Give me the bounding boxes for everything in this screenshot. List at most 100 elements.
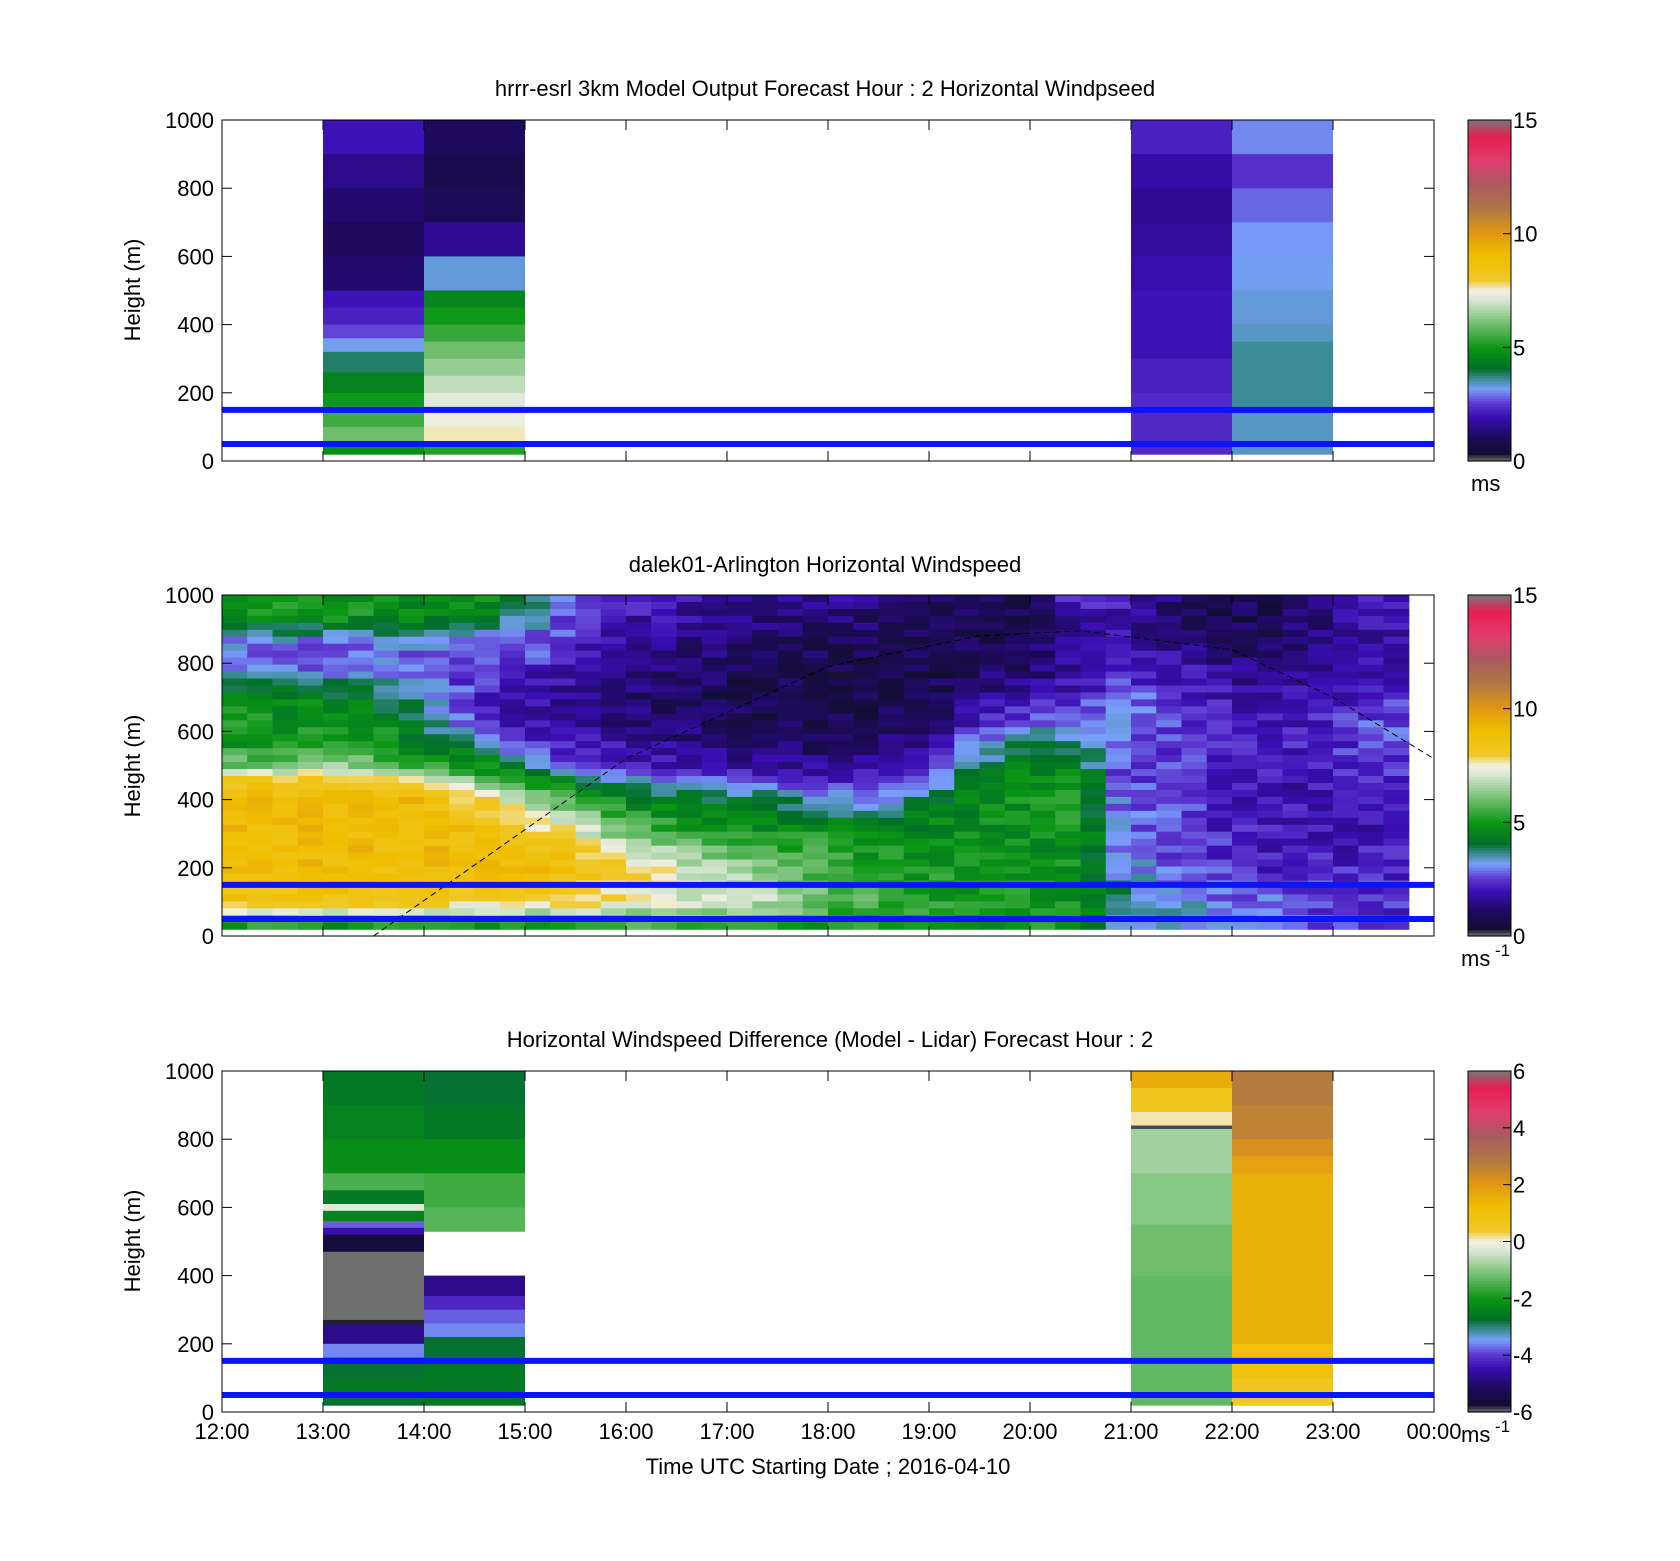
heatmap-cell (1105, 755, 1132, 763)
heatmap-cell (727, 664, 753, 673)
colorbar-swatch (1468, 759, 1511, 764)
heatmap-cell (222, 706, 248, 714)
heatmap-cell (1333, 650, 1359, 659)
heatmap-cell (222, 769, 248, 777)
heatmap-cell (878, 664, 905, 673)
colorbar-swatch (1468, 711, 1511, 715)
heatmap-cell (550, 713, 577, 721)
heatmap-cell (1383, 755, 1410, 763)
heatmap-cell (853, 671, 880, 680)
heatmap-cell (1004, 678, 1031, 687)
heatmap-cell (1080, 782, 1107, 791)
heatmap-cell (1232, 824, 1258, 833)
heatmap-cell (1131, 838, 1157, 847)
heatmap-cell (651, 615, 678, 624)
heatmap-cell (802, 685, 829, 694)
heatmap-cell (398, 748, 425, 756)
heatmap-cell (1383, 817, 1410, 826)
colorbar-swatch (1468, 341, 1511, 346)
heatmap-cell (272, 845, 299, 854)
heatmap-cell (777, 622, 804, 631)
heatmap-cell (828, 650, 854, 659)
heatmap-cell (575, 720, 602, 728)
heatmap-cell (525, 671, 551, 680)
heatmap-cell (828, 887, 854, 895)
heatmap-cell (499, 789, 526, 798)
heatmap-cell (954, 838, 981, 847)
heatmap-cell (1282, 824, 1309, 833)
heatmap-cell (247, 601, 274, 610)
heatmap-cell (1105, 622, 1132, 631)
heatmap-cell (474, 887, 501, 895)
heatmap-cell (929, 643, 955, 652)
colorbar-swatch (1468, 429, 1511, 434)
heatmap-cell (348, 901, 375, 909)
heatmap-cell (1105, 776, 1132, 784)
heatmap-cell (1131, 887, 1157, 895)
heatmap-cell (1105, 643, 1132, 652)
heatmap-cell (954, 762, 981, 770)
heatmap-cell (424, 817, 450, 826)
heatmap-cell (802, 629, 829, 638)
heatmap-cell (853, 873, 880, 882)
heatmap-cell (348, 601, 375, 610)
heatmap-cell (626, 873, 652, 882)
heatmap-cell (1232, 671, 1258, 680)
heatmap-cell (1004, 776, 1031, 784)
heatmap-cell (1358, 789, 1385, 798)
heatmap-cell (1383, 706, 1410, 714)
heatmap-cell (1358, 615, 1385, 624)
heatmap-cell (1156, 894, 1183, 902)
heatmap-cell (424, 699, 450, 707)
heatmap-cell (272, 601, 299, 610)
heatmap-cell (701, 789, 728, 798)
heatmap-cell (752, 852, 779, 861)
heatmap-cell (499, 859, 526, 868)
heatmap-cell (1181, 734, 1208, 742)
heatmap-cell (575, 657, 602, 666)
heatmap-cell (954, 859, 981, 868)
heatmap-cell (1105, 678, 1132, 687)
heatmap-cell (222, 720, 248, 728)
heatmap-cell (1307, 622, 1334, 631)
heatmap-cell (1232, 789, 1258, 798)
heatmap-cell (1131, 727, 1157, 735)
heatmap-cell (222, 817, 248, 826)
heatmap-cell (348, 671, 375, 680)
heatmap-cell (1105, 908, 1132, 916)
heatmap-cell (1282, 901, 1309, 909)
heatmap-cell (550, 629, 577, 638)
heatmap-cell (777, 769, 804, 777)
heatmap-cell (348, 845, 375, 854)
colorbar-swatch (1468, 924, 1511, 929)
heatmap-cell (1333, 838, 1359, 847)
heatmap-cell (1206, 803, 1233, 812)
heatmap-cell (1004, 692, 1031, 701)
heatmap-cell (398, 866, 425, 875)
heatmap-cell (1131, 1125, 1232, 1130)
heatmap-cell (398, 657, 425, 666)
heatmap-cell (373, 922, 400, 930)
colorbar-swatch (1468, 791, 1511, 795)
heatmap-cell (247, 608, 274, 617)
heatmap-cell (1282, 755, 1309, 763)
heatmap-cell (1206, 727, 1233, 735)
heatmap-cell (398, 922, 425, 930)
colorbar-swatch (1468, 595, 1511, 599)
heatmap-cell (727, 755, 753, 763)
heatmap-cell (1004, 595, 1031, 603)
heatmap-cell (676, 789, 703, 798)
heatmap-cell (1004, 908, 1031, 916)
heatmap-cell (802, 901, 829, 909)
heatmap-cell (701, 922, 728, 930)
colorbar-swatch (1468, 893, 1511, 897)
heatmap-cell (398, 796, 425, 805)
heatmap-cell (954, 789, 981, 798)
heatmap-cell (348, 866, 375, 875)
heatmap-cell (247, 755, 274, 763)
heatmap-cell (474, 595, 501, 603)
colorbar-swatch (1468, 318, 1511, 323)
heatmap-cell (499, 650, 526, 659)
heatmap-cell (222, 727, 248, 735)
heatmap-cell (1206, 657, 1233, 666)
